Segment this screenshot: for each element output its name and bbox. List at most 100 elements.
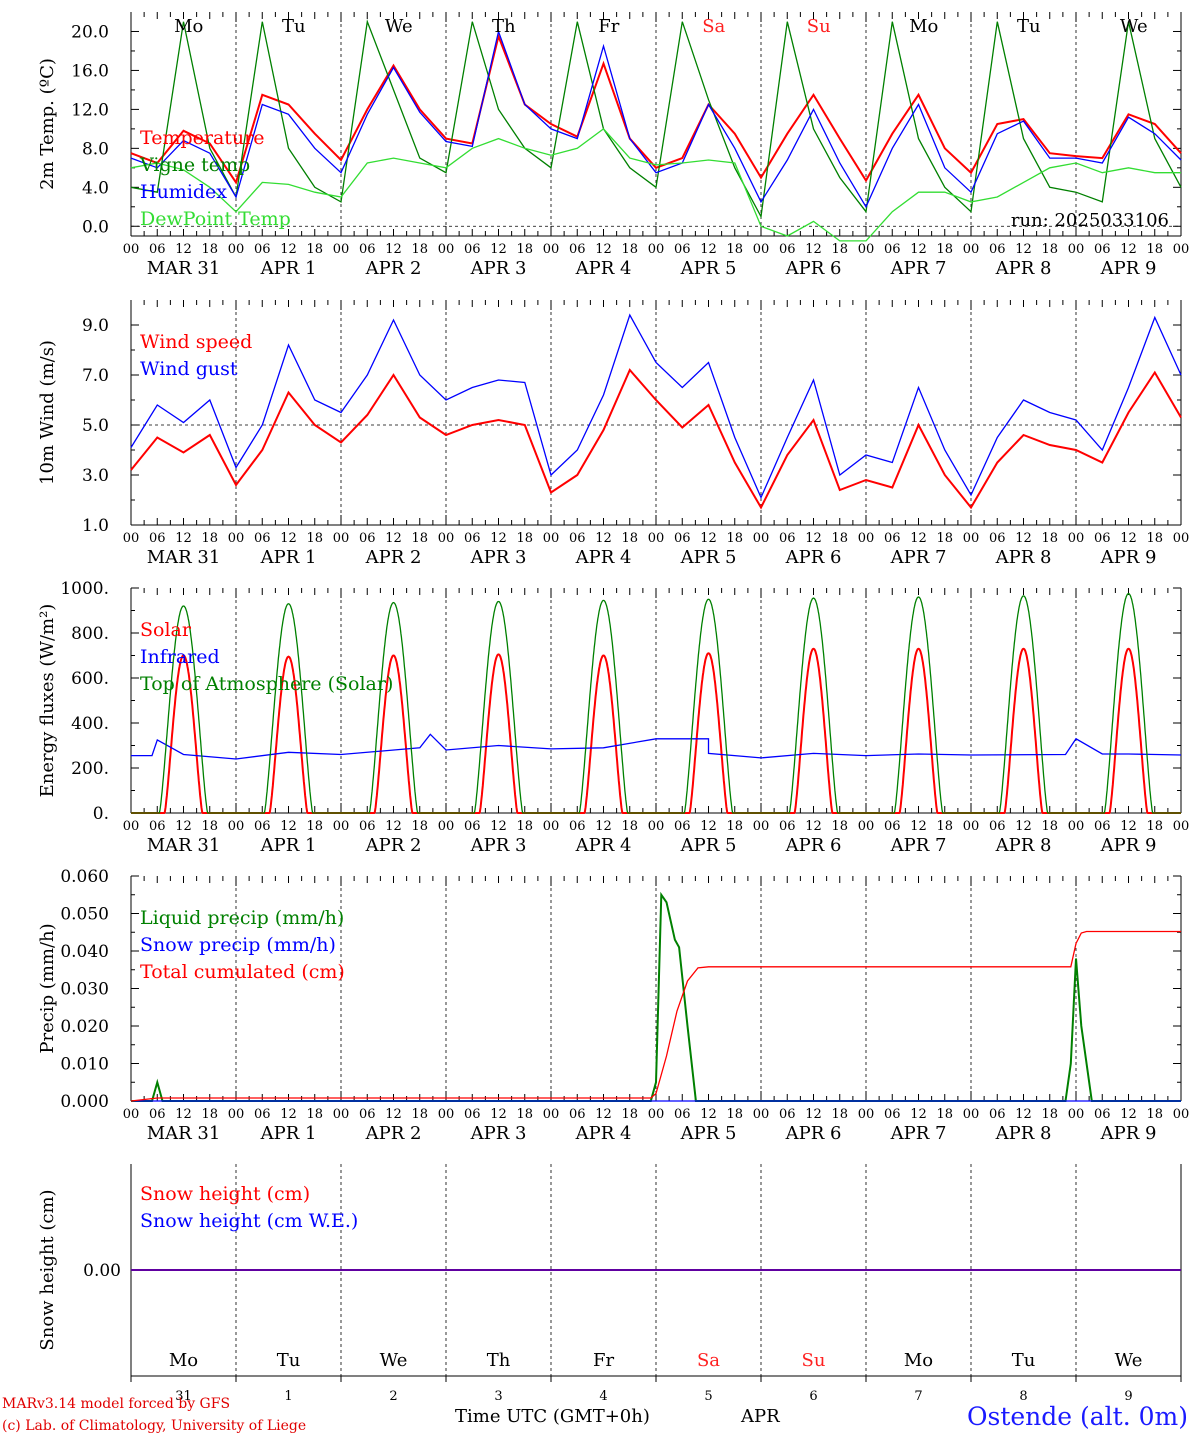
hour-tick-label: 18 xyxy=(726,531,743,546)
hour-tick-label: 00 xyxy=(1173,1107,1190,1122)
date-label: MAR 31 xyxy=(147,1123,221,1144)
hour-tick-label: 12 xyxy=(1015,242,1032,257)
date-label: MAR 31 xyxy=(147,835,221,856)
panel-4: 00 06 12 18 00 06 12 18 00 06 12 18 00 06 12 18 00 06 12 18… xyxy=(37,867,1189,1144)
weekday-label: Tu xyxy=(277,1350,301,1371)
hour-tick-label: 12 xyxy=(175,819,192,834)
panel-5: 0.00 Mo Tu We Th Fr Sa Su Mo Tu We 31 1 2 3 4 5 6 7 8 9 Snow … xyxy=(37,1164,1182,1404)
hour-tick-labels: 00 06 12 18 00 06 12 18 00 06 12 18 00 06 12 18 00 06 12 18… xyxy=(123,531,1190,546)
date-label: APR 7 xyxy=(890,835,947,856)
hour-tick-label: 00 xyxy=(753,242,770,257)
hour-tick-label: 06 xyxy=(569,819,586,834)
series-lines xyxy=(131,592,1182,814)
hour-tick-label: 00 xyxy=(753,1107,770,1122)
legend-entry: Solar xyxy=(140,619,192,641)
hour-tick-label: 06 xyxy=(254,1107,271,1122)
weekday-label: Mo xyxy=(169,1350,198,1371)
date-label: APR 3 xyxy=(470,1123,527,1144)
hour-tick-label: 06 xyxy=(1094,242,1111,257)
panel-2: 00 06 12 18 00 06 12 18 00 06 12 18 00 06 12 18 00 06 12 18… xyxy=(37,300,1189,568)
y-tick-label: 0.020 xyxy=(60,1017,109,1037)
legend-entry: Infrared xyxy=(140,646,220,668)
weekday-label: Fr xyxy=(593,1350,614,1371)
hour-tick-label: 00 xyxy=(123,819,140,834)
hour-tick-label: 12 xyxy=(385,1107,402,1122)
y-tick-label: 800. xyxy=(71,624,109,644)
hour-tick-label: 18 xyxy=(831,1107,848,1122)
legend-entry: Temperature xyxy=(140,127,264,149)
hour-tick-label: 06 xyxy=(1094,819,1111,834)
hour-tick-label: 00 xyxy=(963,242,980,257)
weekday-label: We xyxy=(1120,16,1148,37)
hour-tick-label: 00 xyxy=(438,819,455,834)
series-line xyxy=(130,930,1181,1102)
station-name: Ostende (alt. 0m) xyxy=(967,1402,1188,1431)
hour-tick-label: 00 xyxy=(333,819,350,834)
hour-tick-label: 12 xyxy=(1015,531,1032,546)
hour-tick-label: 00 xyxy=(543,819,560,834)
series-line xyxy=(130,368,1182,510)
hour-tick-label: 06 xyxy=(779,531,796,546)
legend-entry: Wind gust xyxy=(140,358,238,380)
date-label: APR 8 xyxy=(995,547,1052,568)
hour-tick-label: 06 xyxy=(149,1107,166,1122)
hour-tick-label: 18 xyxy=(1146,242,1163,257)
weekday-label: Mo xyxy=(904,1350,933,1371)
day-number-labels: 31 1 2 3 4 5 6 7 8 9 xyxy=(175,1389,1132,1404)
hour-tick-label: 06 xyxy=(569,531,586,546)
hour-tick-label: 18 xyxy=(201,819,218,834)
series-lines xyxy=(130,313,1182,510)
date-labels: MAR 31 APR 1 APR 2 APR 3 APR 4 APR 5 APR 6 APR … xyxy=(147,547,1157,568)
day-number-label: 3 xyxy=(494,1389,502,1404)
series-line xyxy=(131,592,1181,814)
hour-tick-label: 18 xyxy=(936,1107,953,1122)
hour-tick-label: 18 xyxy=(831,819,848,834)
hour-tick-label: 00 xyxy=(858,1107,875,1122)
hour-tick-label: 18 xyxy=(1041,1107,1058,1122)
date-label: APR 6 xyxy=(785,258,842,279)
day-number-label: 6 xyxy=(809,1389,817,1404)
hour-tick-label: 00 xyxy=(1068,531,1085,546)
day-number-label: 2 xyxy=(389,1389,397,1404)
weekday-labels-bottom: Mo Tu We Th Fr Sa Su Mo Tu We xyxy=(169,1350,1142,1371)
y-tick-label: 16.0 xyxy=(71,61,109,81)
legend: Solar Infrared Top of Atmosphere (Solar) xyxy=(140,619,393,695)
hour-tick-label: 06 xyxy=(464,242,481,257)
hour-tick-label: 00 xyxy=(963,1107,980,1122)
date-label: APR 3 xyxy=(470,547,527,568)
weekday-labels-top: Mo Tu We Th Fr Sa Su Mo Tu We xyxy=(174,16,1147,37)
hour-tick-label: 06 xyxy=(884,819,901,834)
weekday-label: Su xyxy=(807,16,831,37)
hour-tick-label: 18 xyxy=(1146,819,1163,834)
hour-tick-label: 12 xyxy=(280,242,297,257)
weekday-label: Th xyxy=(492,16,516,37)
hour-tick-label: 06 xyxy=(254,819,271,834)
weekday-label: Tu xyxy=(1017,16,1041,37)
hour-tick-label: 00 xyxy=(123,1107,140,1122)
date-label: APR 7 xyxy=(890,258,947,279)
date-label: APR 1 xyxy=(260,1123,317,1144)
y-tick-label: 1.0 xyxy=(82,516,109,536)
date-label: APR 5 xyxy=(680,1123,737,1144)
date-label: APR 1 xyxy=(260,258,317,279)
hour-tick-label: 00 xyxy=(228,819,245,834)
hour-tick-label: 00 xyxy=(1068,242,1085,257)
y-axis-label: Snow height (cm) xyxy=(37,1189,58,1350)
hour-tick-label: 06 xyxy=(569,1107,586,1122)
hour-tick-label: 06 xyxy=(989,819,1006,834)
hour-tick-label: 18 xyxy=(516,1107,533,1122)
weekday-label: Tu xyxy=(282,16,306,37)
hour-tick-label: 12 xyxy=(700,819,717,834)
date-label: APR 1 xyxy=(260,835,317,856)
y-tick-label: 0.00 xyxy=(83,1261,121,1281)
y-tick-label: 0.010 xyxy=(60,1055,109,1075)
hour-tick-label: 00 xyxy=(123,242,140,257)
hour-tick-label: 12 xyxy=(700,1107,717,1122)
hour-tick-label: 12 xyxy=(910,819,927,834)
series-lines xyxy=(130,19,1182,242)
date-label: APR 2 xyxy=(365,1123,422,1144)
y-tick-label: 7.0 xyxy=(82,366,109,386)
hour-tick-label: 18 xyxy=(516,242,533,257)
hour-tick-label: 18 xyxy=(411,242,428,257)
hour-tick-label: 00 xyxy=(753,531,770,546)
